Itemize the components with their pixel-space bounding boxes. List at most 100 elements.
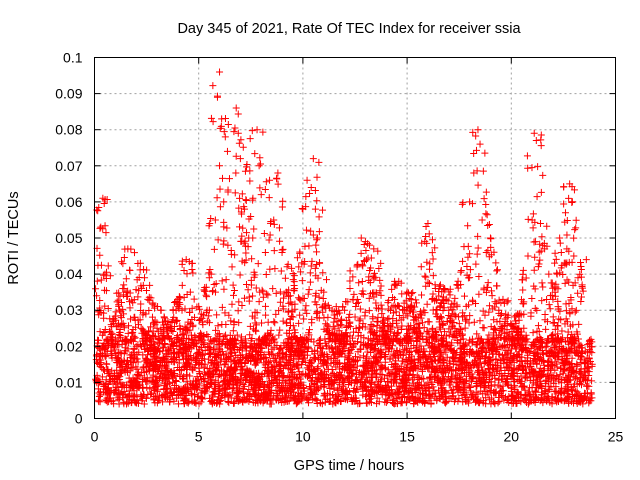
data-point xyxy=(213,194,221,202)
data-point xyxy=(354,260,362,268)
data-point xyxy=(307,183,315,191)
data-point xyxy=(166,395,174,403)
data-point xyxy=(258,319,266,327)
data-point xyxy=(307,262,315,270)
data-point xyxy=(541,310,549,318)
data-point xyxy=(207,215,215,223)
data-point xyxy=(484,221,492,229)
data-point xyxy=(353,300,361,308)
data-point xyxy=(252,321,260,329)
data-point xyxy=(484,364,492,372)
data-point xyxy=(551,249,559,257)
data-point xyxy=(484,283,492,291)
data-point xyxy=(370,245,378,253)
data-point xyxy=(255,298,263,306)
data-point xyxy=(260,230,268,238)
data-point xyxy=(479,167,487,175)
data-point xyxy=(577,265,585,273)
data-point xyxy=(538,233,546,241)
data-point xyxy=(239,366,247,374)
data-point xyxy=(421,272,429,280)
data-point xyxy=(412,296,420,304)
data-point xyxy=(293,254,301,262)
data-point xyxy=(229,291,237,299)
data-point xyxy=(306,269,314,277)
data-point xyxy=(577,293,585,301)
data-point xyxy=(257,160,265,168)
data-point xyxy=(256,154,264,162)
data-point xyxy=(465,399,473,407)
data-point xyxy=(565,299,573,307)
data-point xyxy=(389,341,397,349)
data-point xyxy=(274,180,282,188)
data-point xyxy=(228,263,236,271)
data-point xyxy=(587,389,595,397)
data-point xyxy=(493,267,501,275)
data-point xyxy=(133,276,141,284)
data-point xyxy=(279,317,287,325)
data-point xyxy=(572,306,580,314)
data-point xyxy=(261,185,269,193)
data-point xyxy=(188,316,196,324)
data-point xyxy=(145,307,153,315)
data-point xyxy=(154,339,162,347)
data-point xyxy=(550,318,558,326)
data-point xyxy=(326,385,334,393)
data-point xyxy=(102,287,110,295)
data-point xyxy=(172,377,180,385)
data-points xyxy=(92,68,596,408)
data-point xyxy=(138,343,146,351)
data-point xyxy=(557,248,565,256)
data-point xyxy=(305,242,313,250)
data-point xyxy=(228,384,236,392)
data-point xyxy=(475,290,483,298)
data-point xyxy=(515,316,523,324)
data-point xyxy=(120,253,128,261)
data-point xyxy=(248,127,256,135)
data-point xyxy=(476,317,484,325)
data-point xyxy=(476,381,484,389)
data-point xyxy=(92,285,100,293)
data-point xyxy=(262,178,270,186)
data-point xyxy=(533,359,541,367)
data-point xyxy=(377,291,385,299)
data-point xyxy=(306,278,314,286)
data-point xyxy=(356,354,364,362)
data-point xyxy=(308,319,316,327)
data-point xyxy=(539,283,547,291)
data-point xyxy=(437,325,445,333)
data-point xyxy=(522,274,530,282)
data-point xyxy=(464,253,472,261)
data-point xyxy=(394,302,402,310)
data-point xyxy=(241,237,249,245)
data-point xyxy=(270,247,278,255)
data-point xyxy=(473,330,481,338)
data-point xyxy=(397,362,405,370)
data-point xyxy=(565,247,573,255)
data-point xyxy=(420,375,428,383)
data-point xyxy=(100,200,108,208)
data-point xyxy=(311,186,319,194)
data-point xyxy=(279,197,287,205)
data-point xyxy=(196,345,204,353)
data-point xyxy=(466,383,474,391)
data-point xyxy=(183,270,191,278)
data-point xyxy=(249,234,257,242)
data-point xyxy=(451,294,459,302)
data-point xyxy=(346,267,354,275)
data-point xyxy=(237,136,245,144)
data-point xyxy=(116,306,124,314)
data-point xyxy=(461,317,469,325)
data-point xyxy=(346,310,354,318)
data-point xyxy=(270,318,278,326)
data-point xyxy=(160,313,168,321)
data-point xyxy=(543,318,551,326)
data-point xyxy=(533,327,541,335)
data-point xyxy=(561,209,569,217)
data-point xyxy=(487,287,495,295)
data-point xyxy=(275,224,283,232)
data-point xyxy=(232,169,240,177)
data-point xyxy=(523,152,531,160)
data-point xyxy=(306,189,314,197)
data-point xyxy=(232,339,240,347)
